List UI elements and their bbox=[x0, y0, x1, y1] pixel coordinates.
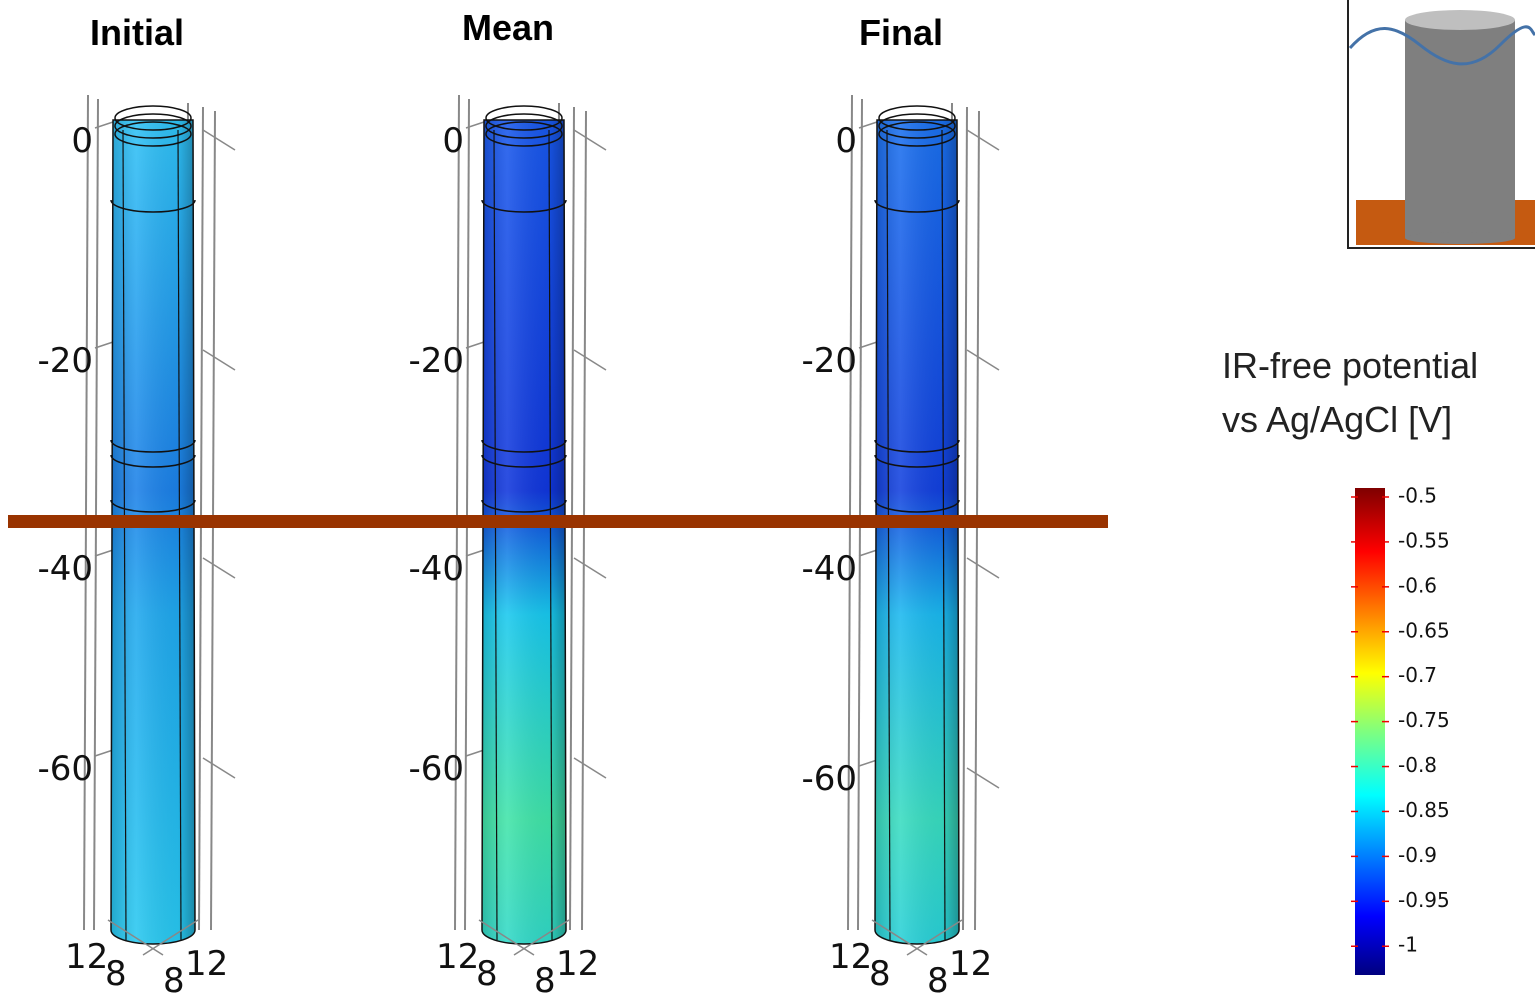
z-tick-label: -40 bbox=[408, 549, 464, 589]
y-label: 8 bbox=[163, 961, 185, 1000]
z-tick bbox=[574, 558, 606, 578]
z-tick bbox=[859, 760, 877, 766]
z-tick bbox=[466, 550, 484, 556]
axis-line bbox=[848, 95, 852, 930]
colorbar-tick-label: -0.5 bbox=[1398, 483, 1437, 507]
colorbar-title: vs Ag/AgCl [V] bbox=[1222, 399, 1452, 440]
figure: Initial0-20-40-60128812Mean0-20-40-60128… bbox=[0, 0, 1535, 1000]
x-label: 12 bbox=[829, 937, 872, 977]
colorbar-tick-label: -0.6 bbox=[1398, 573, 1437, 597]
z-tick bbox=[967, 768, 999, 788]
y-label: 12 bbox=[556, 944, 599, 984]
colorbar-tick-label: -0.95 bbox=[1398, 888, 1450, 912]
z-tick-label: -40 bbox=[801, 549, 857, 589]
axis-line bbox=[455, 95, 459, 930]
colorbar-tick-label: -0.55 bbox=[1398, 528, 1450, 552]
axis-line bbox=[94, 99, 98, 930]
panel: Final0-20-40-60128812 bbox=[801, 12, 999, 1000]
z-tick bbox=[967, 350, 999, 370]
colorbar-tick-label: -0.9 bbox=[1398, 843, 1437, 867]
axis-line bbox=[465, 99, 469, 930]
panel-title: Mean bbox=[462, 7, 554, 48]
z-tick-label: -60 bbox=[37, 749, 93, 789]
z-tick-label: 0 bbox=[442, 121, 464, 161]
z-tick bbox=[967, 130, 999, 150]
z-tick bbox=[203, 558, 235, 578]
z-tick-label: -60 bbox=[408, 749, 464, 789]
colorbar-tick-label: -0.8 bbox=[1398, 753, 1437, 777]
y-label: 8 bbox=[927, 961, 949, 1000]
z-tick bbox=[859, 550, 877, 556]
y-label: 12 bbox=[185, 944, 228, 984]
colorbar-tick-label: -0.85 bbox=[1398, 798, 1450, 822]
x-label: 8 bbox=[476, 954, 498, 994]
colorbar-tick-label: -1 bbox=[1398, 933, 1418, 957]
z-tick bbox=[95, 550, 113, 556]
axis-line bbox=[84, 95, 88, 930]
panel: Mean0-20-40-60128812 bbox=[408, 7, 606, 1000]
colorbar-tick-label: -0.7 bbox=[1398, 663, 1437, 687]
x-label: 8 bbox=[869, 954, 891, 994]
y-label: 12 bbox=[949, 944, 992, 984]
z-tick-label: 0 bbox=[835, 121, 857, 161]
y-label: 8 bbox=[534, 961, 556, 1000]
inset bbox=[1348, 0, 1535, 248]
z-tick-label: -20 bbox=[408, 341, 464, 381]
x-label: 12 bbox=[65, 937, 108, 977]
z-tick bbox=[574, 350, 606, 370]
panel-title: Initial bbox=[90, 12, 184, 53]
z-tick-label: -40 bbox=[37, 549, 93, 589]
colorbar-tick-label: -0.65 bbox=[1398, 618, 1450, 642]
z-tick bbox=[203, 350, 235, 370]
z-tick bbox=[574, 130, 606, 150]
z-tick bbox=[574, 758, 606, 778]
x-label: 8 bbox=[105, 954, 127, 994]
z-tick bbox=[95, 750, 113, 756]
water-line bbox=[8, 515, 1108, 528]
z-tick bbox=[203, 130, 235, 150]
colorbar bbox=[1355, 488, 1385, 975]
z-tick-label: -20 bbox=[801, 341, 857, 381]
colorbar-title: IR-free potential bbox=[1222, 345, 1478, 386]
panel-title: Final bbox=[859, 12, 943, 53]
z-tick-label: -60 bbox=[801, 759, 857, 799]
z-tick bbox=[466, 750, 484, 756]
z-tick bbox=[203, 758, 235, 778]
colorbar-tick-label: -0.75 bbox=[1398, 708, 1450, 732]
z-tick bbox=[967, 558, 999, 578]
z-tick-label: 0 bbox=[71, 121, 93, 161]
z-tick-label: -20 bbox=[37, 341, 93, 381]
axis-line bbox=[858, 99, 862, 930]
x-label: 12 bbox=[436, 937, 479, 977]
